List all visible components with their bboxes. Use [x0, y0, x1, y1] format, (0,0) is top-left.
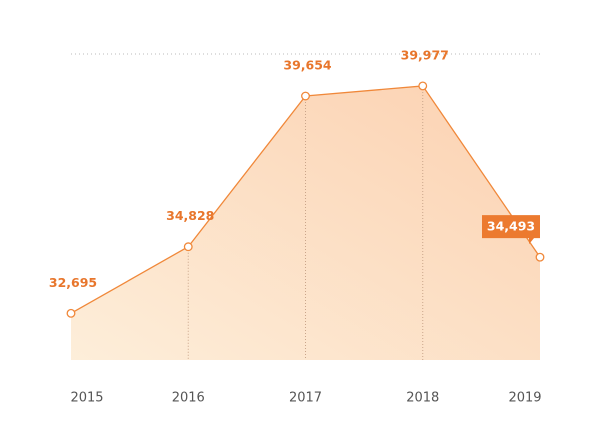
value-label: 39,654 [283, 58, 332, 73]
point [183, 242, 193, 252]
x-tick-label: 2017 [289, 391, 322, 406]
value-label: 34,493 [487, 219, 535, 234]
point [418, 81, 428, 91]
x-tick-label: 2019 [508, 391, 541, 406]
label-box [482, 215, 540, 245]
value-label: 34,828 [166, 208, 214, 223]
point [535, 252, 545, 262]
value-label: 32,695 [49, 275, 97, 290]
x-tick-label: 2016 [172, 391, 205, 406]
point [301, 91, 310, 101]
value-label: 39,977 [401, 47, 449, 62]
x-tick-label: 2015 [70, 391, 103, 406]
point [66, 308, 76, 318]
x-tick-label: 2018 [406, 391, 439, 406]
